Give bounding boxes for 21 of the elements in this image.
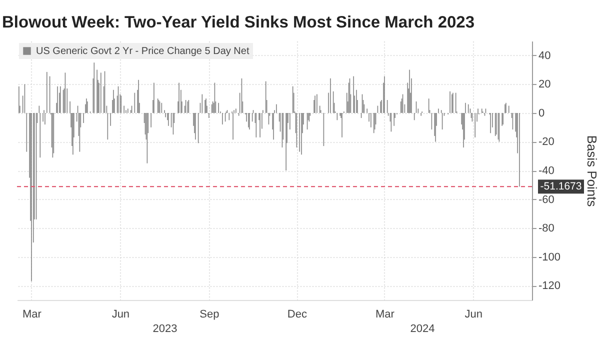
y-tick-label: 20 bbox=[538, 78, 551, 91]
y-tick-label: -120 bbox=[538, 280, 561, 292]
text: 2023 bbox=[152, 323, 178, 335]
ref-line-label: -51.1673 bbox=[540, 180, 582, 193]
y-axis-title: Basis Points bbox=[584, 135, 600, 208]
y-tick-label: 40 bbox=[538, 50, 551, 62]
chart-title: Blowout Week: Two-Year Yield Sinks Most Since March 2023 bbox=[2, 14, 475, 32]
x-tick-label: Jun bbox=[112, 308, 130, 320]
legend-label: US Generic Govt 2 Yr - Price Change 5 Day Net bbox=[36, 46, 250, 57]
x-tick-label: Mar bbox=[22, 308, 42, 320]
y-tick-label: -40 bbox=[538, 165, 554, 177]
y-tick-label: 0 bbox=[538, 107, 545, 120]
x-tick-label: Dec bbox=[287, 308, 308, 320]
x-tick-label: Mar bbox=[375, 308, 395, 320]
text: 2024 bbox=[410, 323, 435, 335]
x-tick-label: Sep bbox=[200, 308, 220, 320]
y-tick-label: -60 bbox=[538, 194, 554, 206]
y-tick-label: -100 bbox=[538, 251, 561, 264]
y-tick-label: -80 bbox=[538, 222, 554, 235]
x-tick-label: Jun bbox=[464, 308, 483, 320]
y-tick-label: -20 bbox=[538, 136, 554, 148]
